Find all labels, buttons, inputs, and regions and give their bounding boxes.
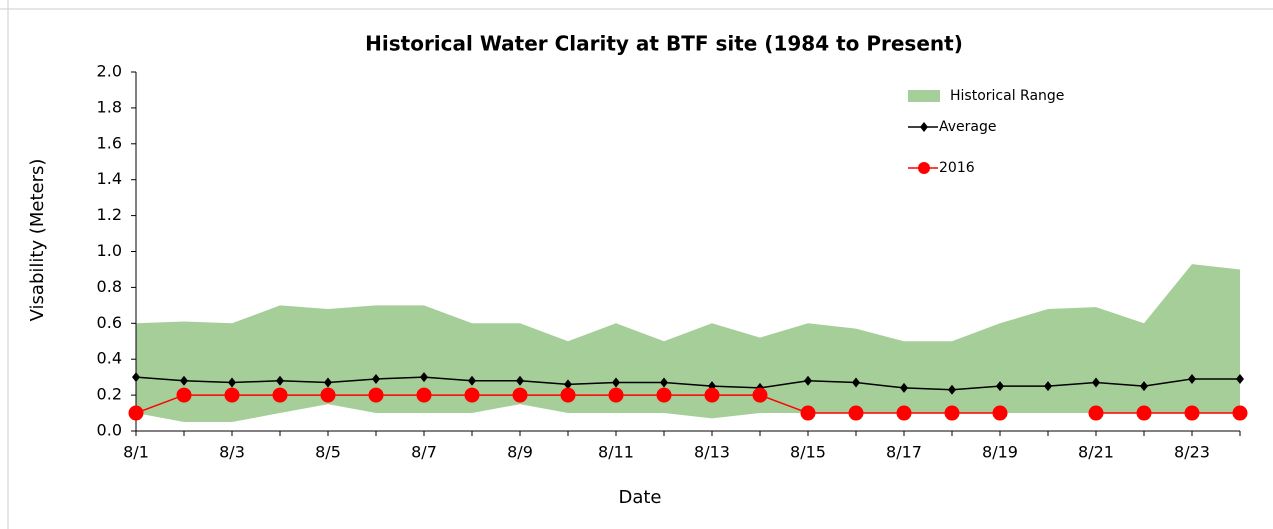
point (420, 372, 428, 383)
x-tick-label: 8/11 (598, 443, 634, 462)
point (464, 387, 480, 403)
y-tick-label: 2.0 (97, 62, 122, 81)
point (900, 382, 908, 393)
point (272, 387, 288, 403)
x-tick-label: 8/17 (886, 443, 922, 462)
x-tick-label: 8/21 (1078, 443, 1114, 462)
point (324, 377, 332, 388)
x-axis-title: Date (618, 487, 661, 508)
x-tick-label: 8/9 (507, 443, 533, 462)
point (608, 387, 624, 403)
point (1088, 405, 1104, 421)
point (468, 375, 476, 386)
point (1236, 373, 1244, 384)
y-tick-label: 1.4 (97, 169, 122, 188)
x-tick-label: 8/23 (1174, 443, 1210, 462)
x-tick-label: 8/13 (694, 443, 730, 462)
x-tick-label: 8/19 (982, 443, 1018, 462)
legend-label: 2016 (939, 160, 975, 176)
x-tick-label: 8/3 (219, 443, 245, 462)
y-tick-label: 0.4 (97, 349, 122, 368)
point (276, 375, 284, 386)
legend-marker (918, 162, 930, 174)
point (948, 384, 956, 395)
x-tick-label: 8/5 (315, 443, 341, 462)
point (852, 377, 860, 388)
point (368, 387, 384, 403)
range-area (136, 264, 1240, 423)
point (896, 405, 912, 421)
x-tick-label: 8/1 (123, 443, 149, 462)
legend-label: Historical Range (950, 88, 1064, 104)
point (560, 387, 576, 403)
point (128, 405, 144, 421)
point (612, 377, 620, 388)
point (800, 405, 816, 421)
point (228, 377, 236, 388)
point (1232, 405, 1248, 421)
point (704, 387, 720, 403)
point (944, 405, 960, 421)
point (416, 387, 432, 403)
legend-item: Average (908, 119, 997, 135)
y-tick-label: 1.8 (97, 97, 122, 116)
legend-swatch (908, 90, 940, 102)
y-axis-title: Visability (Meters) (27, 159, 48, 322)
point (1140, 381, 1148, 392)
point (752, 387, 768, 403)
point (660, 377, 668, 388)
chart-title: Historical Water Clarity at BTF site (19… (365, 32, 963, 56)
legend-label: Average (939, 119, 997, 135)
y-tick-label: 1.0 (97, 241, 122, 260)
point (516, 375, 524, 386)
y-tick-label: 0.2 (97, 385, 122, 404)
point (1184, 405, 1200, 421)
y-tick-label: 0.0 (97, 421, 122, 440)
legend-item: 2016 (908, 160, 975, 176)
legend-item: Historical Range (908, 88, 1064, 104)
point (1092, 377, 1100, 388)
point (372, 373, 380, 384)
point (1136, 405, 1152, 421)
point (320, 387, 336, 403)
x-tick-label: 8/7 (411, 443, 437, 462)
point (180, 375, 188, 386)
y-tick-label: 0.6 (97, 313, 122, 332)
y-tick-label: 1.2 (97, 205, 122, 224)
point (176, 387, 192, 403)
point (992, 405, 1008, 421)
point (224, 387, 240, 403)
point (1188, 373, 1196, 384)
y-tick-label: 0.8 (97, 277, 122, 296)
point (996, 381, 1004, 392)
point (804, 375, 812, 386)
point (564, 379, 572, 390)
y-tick-label: 1.6 (97, 133, 122, 152)
series-line (135, 376, 1240, 391)
point (512, 387, 528, 403)
point (132, 372, 140, 383)
x-tick-label: 8/15 (790, 443, 826, 462)
point (848, 405, 864, 421)
legend-marker (920, 122, 928, 132)
point (1044, 381, 1052, 392)
point (656, 387, 672, 403)
